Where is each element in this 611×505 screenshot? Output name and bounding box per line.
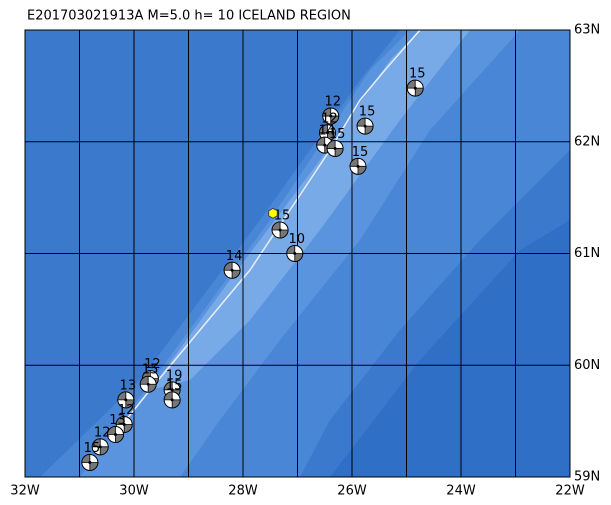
lon-tick-label: 32W [10,484,40,499]
beachball-center [230,268,234,272]
depth-label: 19 [166,368,183,383]
depth-label: 15 [359,105,376,120]
depth-label: 14 [318,124,335,139]
latest-event-marker [268,207,278,219]
beachball-center [329,114,333,118]
depth-label: 15 [142,363,159,378]
depth-label: 12 [324,95,341,110]
lon-tick-label: 24W [446,484,476,499]
beachball-center [124,398,128,402]
beachball-center [122,422,126,426]
lat-tick-label: 61N [574,246,600,261]
depth-label: 12 [144,357,161,372]
beachball-center [113,433,117,437]
focal-mechanism [81,453,99,471]
beachball-center [170,388,174,392]
beachball-center [146,382,150,386]
focal-mechanism [106,426,124,444]
depth-label: 15 [409,67,426,82]
depth-label: 15 [329,127,346,142]
lon-tick-label: 22W [555,484,585,499]
beachball-center [356,164,360,168]
beachball-quadrant [349,157,367,175]
beachball-center [98,445,102,449]
focal-mechanism [286,245,304,262]
focal-mechanism [163,391,181,409]
beachball-center [325,131,329,135]
beachball-quadrant [107,426,124,443]
lat-tick-label: 59N [574,470,600,485]
beachball-quadrant [286,245,304,262]
lat-tick-label: 62N [574,134,600,149]
focal-mechanism [349,157,367,175]
focal-mechanism [91,438,109,456]
depth-label: 13 [120,378,137,393]
beachball-quadrant [326,140,344,157]
depth-label: 15 [274,209,291,224]
depth-label: 15 [352,145,369,160]
focal-mechanism [223,261,241,279]
depth-label: 14 [226,249,243,264]
focal-mechanism [406,79,424,97]
lon-tick-label: 28W [228,484,258,499]
beachball-center [278,228,282,232]
beachball-center [170,398,174,402]
beachball-quadrant [356,117,374,135]
focal-mechanism [139,375,157,393]
beachball-quadrant [406,79,424,97]
beachball-center [333,146,337,150]
depth-label: 13 [109,413,126,428]
focal-mechanism [271,221,289,239]
beachball-center [293,252,297,255]
beachball-center [88,460,92,464]
depth-label: 12 [321,111,338,126]
beachball-center [363,124,367,128]
beachball-center [323,143,327,147]
lat-tick-label: 60N [574,358,600,373]
lon-tick-label: 30W [119,484,149,499]
depth-label: 12 [118,403,135,418]
focal-mechanism [322,107,340,125]
depth-label: 15 [84,441,101,456]
focal-mechanism [117,391,135,409]
depth-label: 10 [289,232,306,247]
focal-mechanism [356,117,374,135]
lon-tick-label: 26W [337,484,367,499]
beachball-center [413,86,417,90]
lat-tick-label: 63N [574,23,600,38]
depth-label: 15 [166,378,183,393]
focal-mechanism [326,139,344,157]
map-title: E201703021913A M=5.0 h= 10 ICELAND REGIO… [27,9,351,24]
depth-label: 12 [94,425,111,440]
